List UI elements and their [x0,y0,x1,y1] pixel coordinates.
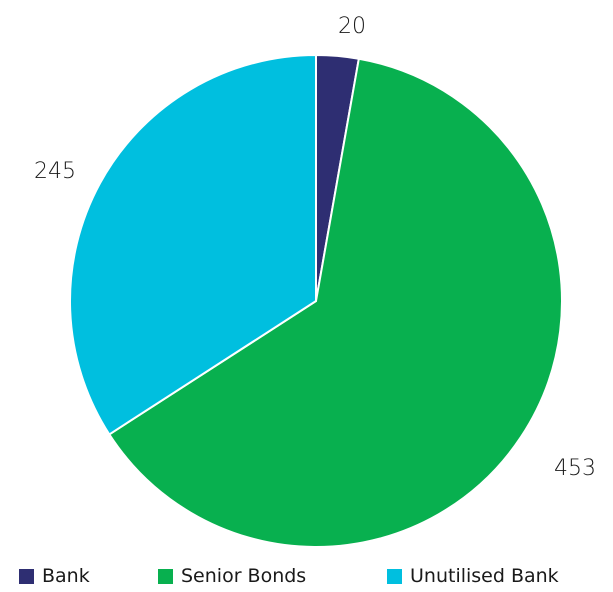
legend-swatch-bank [19,568,34,584]
data-label-senior-bonds: 453 [554,456,596,481]
pie-slice-unutilised-bank [69,53,317,436]
legend-swatch-senior-bonds [158,568,173,584]
data-label-unutilised-bank: 245 [34,159,76,184]
legend-item-unutilised-bank: Unutilised Bank [387,563,559,589]
pie-slices [69,53,563,548]
data-label-bank: 20 [338,14,366,39]
legend-item-bank: Bank [19,563,90,589]
legend-label-senior-bonds: Senior Bonds [181,565,307,587]
legend-item-senior-bonds: Senior Bonds [158,563,306,589]
legend-label-unutilised-bank: Unutilised Bank [410,565,559,587]
legend: Bank Senior Bonds Unutilised Bank [0,563,613,589]
legend-swatch-unutilised-bank [387,568,402,584]
legend-label-bank: Bank [42,565,90,587]
pie-slice-senior-bonds [107,57,563,548]
pie-data-labels: 20 453 245 [34,14,596,481]
